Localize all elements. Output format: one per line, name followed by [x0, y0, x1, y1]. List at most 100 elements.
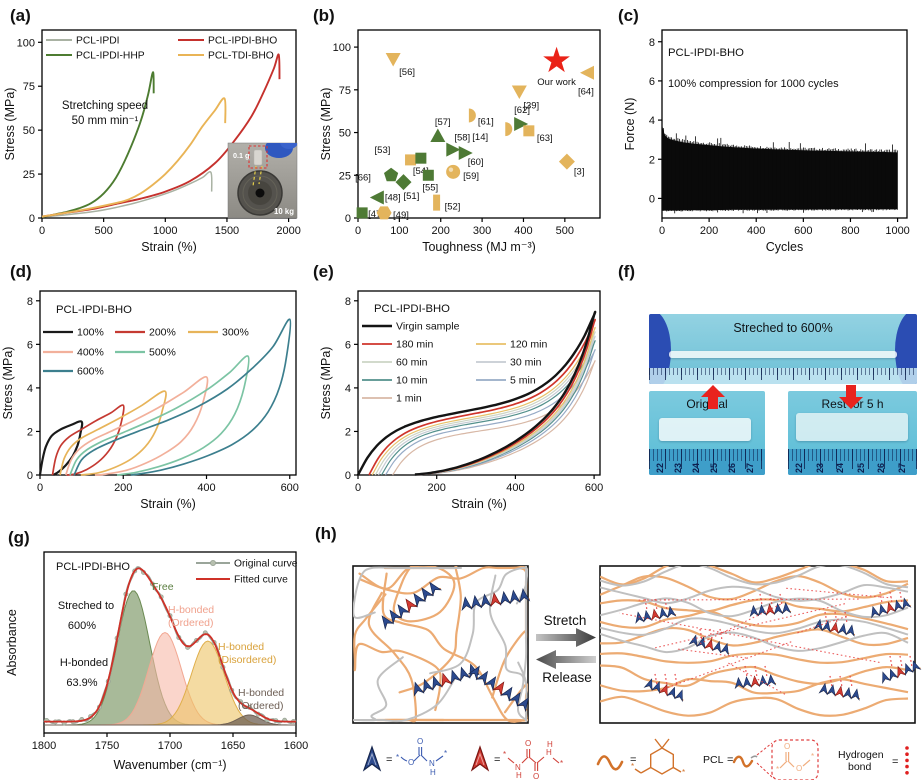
- svg-text:100: 100: [390, 225, 408, 237]
- scatter-point-49: [49]: [376, 206, 409, 221]
- svg-text:200: 200: [428, 482, 446, 494]
- scatter-point-14: [14]: [472, 122, 513, 143]
- svg-text:1700: 1700: [158, 740, 182, 752]
- svg-text:4: 4: [649, 115, 655, 127]
- svg-text:bond: bond: [848, 761, 872, 773]
- svg-text:0: 0: [659, 225, 665, 237]
- panel-f-photos: Streched to 600% Original 22 23 24 25 26…: [610, 255, 923, 520]
- scatter-point-62: [62]: [514, 105, 530, 131]
- chart-e-recovery-loops: 0 200 400 600 0 2 4 6 8 Strain (%) Stress (MPa) PCL…: [319, 290, 603, 511]
- chart-d-hysteresis-loops: 0 200 400 600 0 2 4 6 8 Strain (%) Stress (MPa) PCL…: [1, 290, 299, 511]
- svg-text:PCL-IPDI-BHO: PCL-IPDI-BHO: [208, 36, 277, 47]
- scatter-point-58: [58]: [446, 133, 470, 157]
- hbond-stack: [461, 588, 531, 612]
- svg-text:PCL-IPDI-BHO: PCL-IPDI-BHO: [374, 303, 450, 315]
- svg-text:100% compression for 1000 cycl: 100% compression for 1000 cycles: [668, 78, 839, 90]
- svg-text:O: O: [408, 758, 414, 767]
- svg-text:H-bonded: H-bonded: [238, 687, 284, 699]
- series-PCL-TDI-BHO: [41, 97, 227, 218]
- svg-text:Stretching speed: Stretching speed: [62, 100, 148, 112]
- ruler-number: 22: [794, 462, 805, 474]
- ruler-number: 25: [708, 462, 719, 474]
- hydrogen-bond-dots-icon: [905, 752, 909, 756]
- svg-text:2: 2: [27, 426, 33, 438]
- hydrogen-bond-dots-icon: [905, 746, 909, 750]
- svg-text:400: 400: [197, 482, 215, 494]
- loop-Virgin sample: [356, 310, 597, 476]
- hydrogen-bond-dots-icon: [905, 764, 909, 769]
- scatter-point-55: [55]: [422, 169, 438, 193]
- scatter-point-52: [52]: [433, 194, 461, 213]
- svg-text:PCL-IPDI: PCL-IPDI: [76, 36, 120, 47]
- svg-text:4: 4: [345, 383, 351, 395]
- svg-text:Absorbance: Absorbance: [5, 609, 19, 676]
- ruler-number: 26: [876, 462, 887, 474]
- photo-original-sample: Original 22 23 24 25 26 27: [649, 391, 765, 475]
- chart-g-ftir-spectrum: 1800 1750 1700 1650 1600 Wavenumber (cm⁻¹) Abs…: [5, 551, 308, 772]
- stretched-chains: [600, 566, 909, 717]
- hbond-stack: [818, 682, 861, 701]
- caption-stretched: Streched to 600%: [733, 321, 833, 335]
- svg-text:1000: 1000: [153, 225, 177, 237]
- svg-text:0.1 g: 0.1 g: [233, 151, 249, 160]
- panel-label-f: (f): [618, 262, 635, 281]
- svg-text:[52]: [52]: [445, 202, 461, 213]
- loop-5 min: [384, 349, 596, 476]
- svg-text:5 min: 5 min: [510, 375, 536, 387]
- hydrogen-bond-label: Hydrogen: [838, 749, 884, 761]
- loop-600%: [73, 318, 292, 476]
- glove-left: [649, 314, 671, 384]
- svg-text:(Ordered): (Ordered): [168, 617, 214, 629]
- ruler-number: 27: [896, 462, 907, 474]
- scatter-point-48: [48]: [369, 190, 401, 205]
- svg-text:0: 0: [37, 482, 43, 494]
- carbamate-structure: * O O NH *: [396, 737, 447, 777]
- svg-text:*: *: [682, 768, 685, 777]
- svg-text:[49]: [49]: [393, 210, 409, 221]
- hbond-stack: [813, 618, 856, 637]
- svg-text:1500: 1500: [215, 225, 239, 237]
- hbond-stack: [871, 597, 912, 619]
- svg-text:200%: 200%: [149, 327, 176, 339]
- svg-text:[48]: [48]: [385, 192, 401, 203]
- svg-text:=: =: [630, 754, 636, 766]
- loop-300%: [59, 390, 167, 476]
- panel-label-d: (d): [10, 262, 32, 281]
- scatter-point-3: [3]: [558, 153, 584, 178]
- svg-text:1000: 1000: [885, 225, 909, 237]
- panel-label-e: (e): [313, 262, 334, 281]
- svg-text:500%: 500%: [149, 347, 176, 359]
- svg-text:Fitted curve: Fitted curve: [234, 575, 288, 586]
- ruler-original: 22 23 24 25 26 27: [649, 449, 765, 475]
- svg-text:60 min: 60 min: [396, 357, 428, 369]
- svg-text:[51]: [51]: [404, 191, 420, 202]
- chart-a-stress-strain: 0 500 1000 1500 2000 0 25 50 75 100 Strain (%) Stre…: [3, 29, 301, 254]
- svg-text:[39]: [39]: [523, 101, 539, 112]
- svg-text:1600: 1600: [284, 740, 308, 752]
- hbond-stack: [643, 678, 684, 703]
- scatter-point-47: [47]: [356, 207, 384, 220]
- svg-text:600: 600: [794, 225, 812, 237]
- svg-text:600: 600: [585, 482, 603, 494]
- svg-text:*: *: [776, 765, 779, 774]
- svg-text:Wavenumber (cm⁻¹): Wavenumber (cm⁻¹): [113, 758, 226, 772]
- scatter-point-60: [60]: [458, 146, 484, 168]
- stretch-label: Stretch: [544, 613, 587, 628]
- svg-text:2: 2: [345, 426, 351, 438]
- svg-text:[64]: [64]: [578, 87, 594, 98]
- svg-text:100: 100: [333, 42, 351, 54]
- svg-text:H: H: [430, 768, 436, 777]
- svg-text:N: N: [515, 763, 521, 772]
- svg-text:O: O: [784, 742, 790, 751]
- panel-label-a: (a): [10, 6, 31, 25]
- scatter-point-59: [59]: [446, 164, 479, 182]
- svg-text:H-bonded: H-bonded: [218, 641, 264, 653]
- ruler-number: 23: [814, 462, 825, 474]
- loop-500%: [69, 355, 250, 476]
- svg-text:*: *: [503, 750, 506, 759]
- svg-text:300: 300: [473, 225, 491, 237]
- chart-c-compression-cycles: 0 200 400 600 800 1000 0 2 4 6 8 Cycles Force (N) PCL…: [623, 29, 910, 254]
- svg-text:(Disordered): (Disordered): [218, 654, 276, 666]
- svg-text:400: 400: [506, 482, 524, 494]
